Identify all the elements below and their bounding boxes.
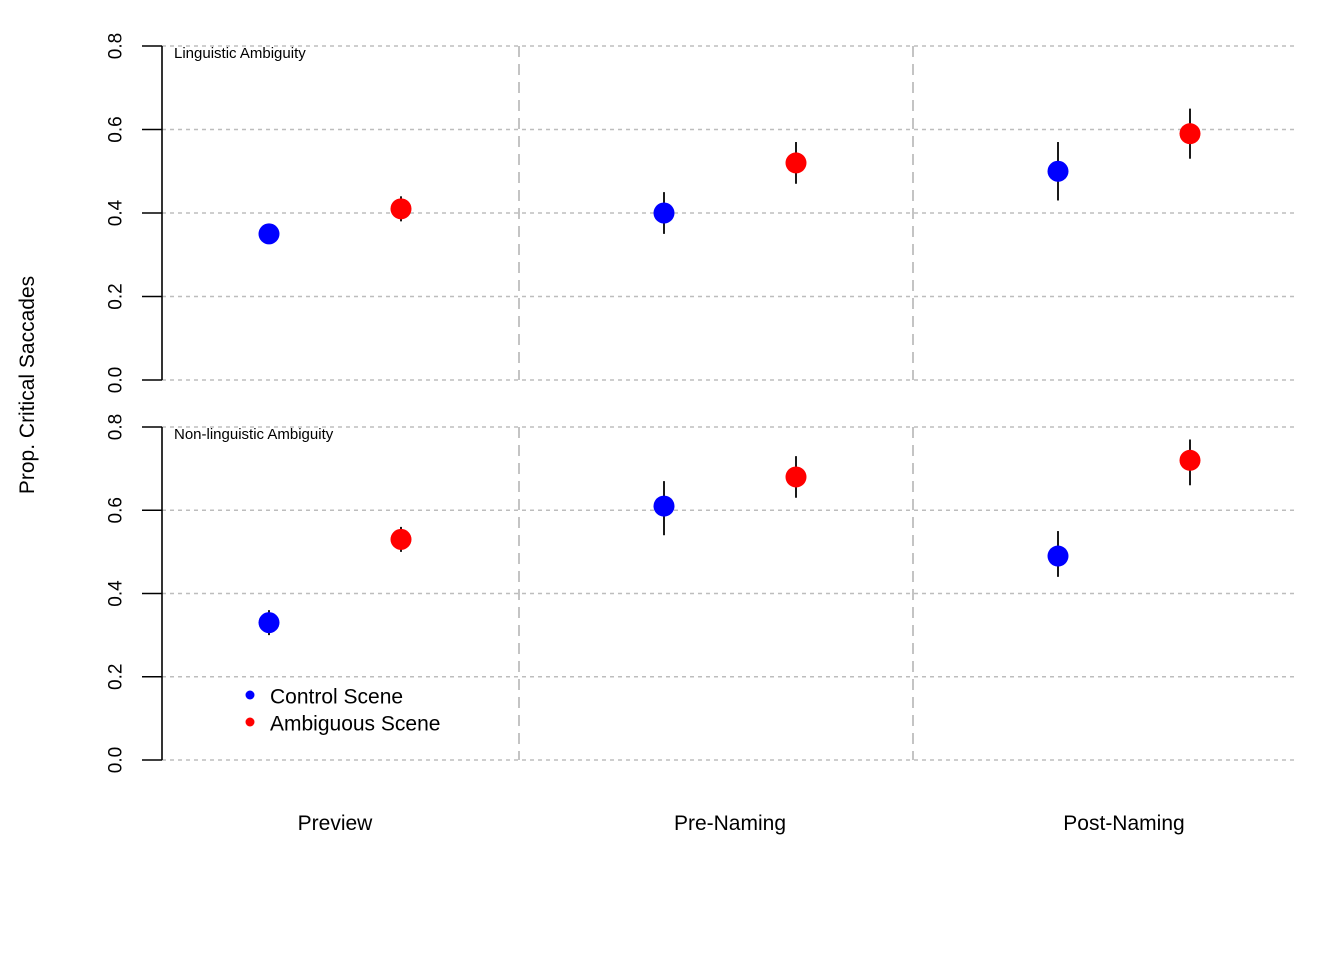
legend-marker	[245, 690, 255, 700]
legend-marker	[245, 717, 255, 727]
data-point	[1179, 449, 1201, 471]
y-tick-label: 0.4	[106, 580, 127, 607]
separator-layer	[518, 46, 914, 760]
legend: Control Scene Ambiguous Scene	[245, 685, 440, 735]
y-tick-label: 0.2	[106, 664, 127, 690]
point-layer	[258, 123, 1201, 634]
y-axis-label: Prop. Critical Saccades	[16, 276, 39, 494]
y-tick-label: 0.0	[106, 367, 127, 393]
data-point	[1047, 545, 1069, 567]
panel-title: Linguistic Ambiguity	[174, 45, 306, 62]
data-point	[390, 198, 412, 220]
label-layer: 0.0 0.2 0.4 0.6 0.8 Linguistic Ambiguity 0.0 0.…	[106, 33, 1185, 835]
data-point	[258, 612, 280, 634]
data-point	[785, 152, 807, 174]
y-tick-label: 0.8	[106, 414, 127, 440]
y-tick-label: 0.4	[106, 199, 127, 226]
axes-layer	[142, 45, 163, 761]
grid-layer	[162, 45, 1296, 761]
category-label: Post-Naming	[1063, 812, 1184, 835]
data-point	[785, 466, 807, 488]
data-point	[258, 223, 280, 245]
category-label: Preview	[298, 812, 374, 835]
data-point	[653, 495, 675, 517]
y-tick-label: 0.2	[106, 283, 127, 309]
y-tick-label: 0.6	[106, 497, 127, 523]
data-point	[390, 528, 412, 550]
data-point	[1179, 123, 1201, 145]
panel-title: Non-linguistic Ambiguity	[174, 426, 334, 443]
data-point	[653, 202, 675, 224]
y-tick-label: 0.0	[106, 747, 127, 773]
category-label: Pre-Naming	[674, 812, 786, 835]
y-tick-label: 0.8	[106, 33, 127, 59]
y-tick-label: 0.6	[106, 116, 127, 142]
legend-label: Control Scene	[270, 685, 403, 708]
data-point	[1047, 160, 1069, 182]
legend-label: Ambiguous Scene	[270, 712, 440, 735]
